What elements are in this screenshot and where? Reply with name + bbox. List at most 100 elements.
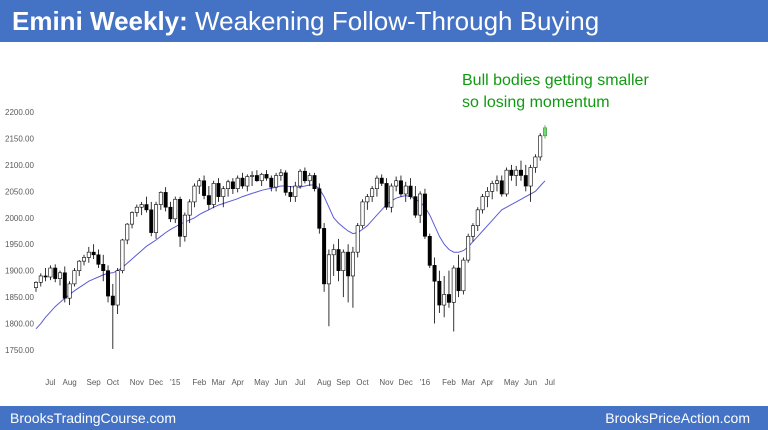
candle-body (466, 235, 471, 261)
candle (221, 186, 226, 208)
candle-body (206, 195, 211, 205)
candle (43, 268, 48, 282)
candle-body (480, 196, 485, 211)
candle-body (106, 270, 111, 297)
candle (312, 172, 317, 192)
candle-body (139, 204, 144, 208)
candle (226, 179, 231, 197)
x-tick-label: Oct (356, 378, 369, 387)
candle-body (499, 180, 504, 195)
candle-body (288, 192, 293, 197)
x-tick-label: Apr (481, 378, 494, 387)
candle-body (130, 212, 135, 225)
candle (528, 164, 533, 202)
candle-body (43, 275, 48, 278)
candle (96, 249, 101, 269)
candle-body (418, 193, 423, 216)
candle (336, 238, 341, 282)
candle (144, 196, 149, 213)
candle-body (211, 183, 216, 205)
candle-body (197, 180, 202, 187)
candle-body (192, 185, 197, 203)
candle-body (38, 275, 43, 283)
candle (413, 186, 418, 218)
candle-body (523, 175, 528, 187)
x-tick-label: May (504, 378, 519, 387)
x-tick-label: Feb (192, 378, 206, 387)
candle (422, 188, 427, 239)
y-tick-label: 1900.00 (5, 267, 34, 276)
candle (106, 265, 111, 303)
candle-body (350, 251, 355, 277)
candle (504, 167, 509, 197)
candle (48, 265, 53, 281)
annotation-line-2: so losing momentum (462, 94, 610, 111)
candle (269, 175, 274, 192)
y-tick-label: 2100.00 (5, 161, 34, 170)
x-tick-label: Feb (442, 378, 456, 387)
title-bar: Emini Weekly: Weakening Follow-Through B… (0, 0, 768, 42)
candle-body (259, 174, 264, 182)
candle-body (125, 223, 130, 241)
candle-body (230, 181, 235, 189)
candle-body (168, 206, 173, 220)
candle (495, 175, 499, 192)
candle (432, 257, 437, 324)
candle (264, 170, 269, 181)
candle-body (442, 294, 447, 306)
candle (216, 178, 221, 202)
candle-body (528, 167, 533, 187)
candle-body (398, 180, 403, 195)
candle (187, 199, 192, 224)
candle-body (298, 170, 303, 187)
candle-body (101, 264, 106, 271)
candle-body (538, 135, 543, 158)
candle-body (403, 185, 408, 195)
x-tick-label: Sep (87, 378, 102, 387)
candle (293, 181, 298, 202)
candle-body (370, 188, 375, 197)
x-tick-label: Jul (295, 378, 305, 387)
candle (192, 183, 197, 208)
candle (350, 246, 355, 308)
y-tick-label: 1800.00 (5, 320, 34, 329)
candle (446, 270, 451, 308)
x-tick-label: Oct (107, 378, 120, 387)
candle (115, 268, 120, 315)
x-tick-label: Jun (274, 378, 287, 387)
candle-body (144, 204, 149, 211)
candle (206, 186, 211, 210)
candle (139, 201, 144, 216)
candle (326, 249, 331, 327)
footer-left-text: BrooksTradingCourse.com (10, 410, 176, 426)
candle-body (283, 172, 288, 193)
candle (427, 233, 432, 269)
candle (437, 270, 442, 313)
candle-body (182, 214, 187, 237)
x-tick-label: Aug (62, 378, 76, 387)
candle (341, 249, 346, 298)
candle (365, 193, 370, 210)
x-tick-label: Dec (399, 378, 413, 387)
candle (72, 268, 77, 287)
candle-body (115, 270, 120, 306)
candle-body (446, 294, 451, 303)
candle-body (173, 198, 178, 220)
candle (384, 178, 389, 210)
candle-body (86, 251, 91, 258)
candle (398, 175, 403, 197)
candle (125, 223, 130, 245)
candle-body (331, 249, 336, 256)
candle (418, 191, 423, 224)
candle-body (250, 175, 255, 177)
candle-body (48, 267, 53, 278)
candle-body (322, 228, 327, 285)
candle (67, 281, 72, 306)
candle-body (178, 198, 183, 237)
candle (58, 270, 62, 286)
candle-body (408, 185, 413, 197)
title-rest: Weakening Follow-Through Buying (187, 5, 600, 36)
x-tick-label: May (254, 378, 269, 387)
candle (168, 201, 173, 223)
candle-body (475, 209, 480, 227)
